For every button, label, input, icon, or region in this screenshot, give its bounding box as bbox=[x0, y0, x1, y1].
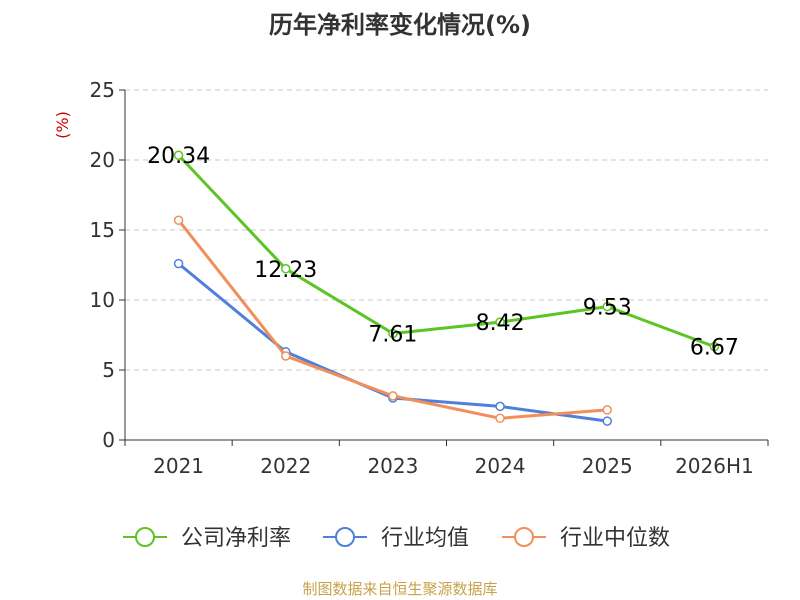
series-line bbox=[177, 154, 715, 349]
x-tick-label: 2024 bbox=[475, 454, 526, 478]
data-point bbox=[173, 215, 184, 225]
source-note: 制图数据来自恒生聚源数据库 bbox=[302, 580, 497, 598]
x-tick-label: 2022 bbox=[260, 454, 311, 478]
x-tick-label: 2023 bbox=[367, 454, 418, 478]
data-point bbox=[602, 416, 612, 426]
legend-marker-icon bbox=[135, 527, 155, 547]
legend-item-0: 公司净利率 bbox=[123, 526, 291, 551]
legend-label: 行业中位数 bbox=[560, 526, 670, 551]
legend-marker-icon bbox=[335, 527, 355, 547]
data-label: 20.34 bbox=[147, 144, 210, 169]
legend: 公司净利率 行业均值 行业中位数 bbox=[123, 526, 670, 551]
legend-item-2: 行业中位数 bbox=[502, 526, 670, 551]
series-2 bbox=[173, 215, 612, 424]
data-point bbox=[602, 405, 612, 415]
data-point bbox=[495, 317, 505, 327]
y-tick-label: 5 bbox=[102, 358, 115, 382]
data-label: 7.61 bbox=[368, 322, 417, 347]
y-tick-label: 20 bbox=[90, 148, 115, 172]
grid-lines bbox=[125, 89, 768, 371]
data-point bbox=[281, 264, 291, 274]
data-point bbox=[495, 413, 505, 424]
legend-marker-icon bbox=[514, 527, 534, 547]
series-0 bbox=[173, 150, 720, 352]
data-point bbox=[388, 328, 398, 339]
data-point bbox=[173, 150, 184, 160]
data-point bbox=[495, 401, 505, 412]
y-tick-label: 25 bbox=[90, 78, 115, 102]
data-label: 12.23 bbox=[254, 258, 317, 283]
data-point bbox=[281, 351, 291, 361]
y-tick-label: 15 bbox=[90, 218, 115, 242]
data-label: 9.53 bbox=[583, 296, 632, 321]
chart-title: 历年净利率变化情况(%) bbox=[269, 11, 531, 39]
data-point bbox=[709, 341, 720, 352]
legend-label: 公司净利率 bbox=[181, 526, 291, 551]
data-point bbox=[388, 391, 398, 401]
x-tick-label: 2021 bbox=[153, 454, 204, 478]
x-tick-label: 2025 bbox=[582, 454, 633, 478]
data-point bbox=[173, 258, 184, 269]
data-labels: 20.34 12.23 7.61 8.42 9.53 6.67 bbox=[147, 144, 739, 360]
y-axis-label: (%) bbox=[53, 111, 72, 139]
series-layer bbox=[173, 150, 720, 426]
legend-item-1: 行业均值 bbox=[323, 526, 469, 551]
data-label: 8.42 bbox=[476, 311, 525, 336]
data-label: 6.67 bbox=[690, 336, 739, 361]
x-tick-label: 2026H1 bbox=[675, 454, 754, 478]
y-tick-label: 10 bbox=[90, 288, 115, 312]
y-tick-label: 0 bbox=[102, 428, 115, 452]
data-point bbox=[602, 301, 612, 312]
legend-label: 行业均值 bbox=[381, 526, 469, 551]
series-line bbox=[177, 219, 608, 420]
